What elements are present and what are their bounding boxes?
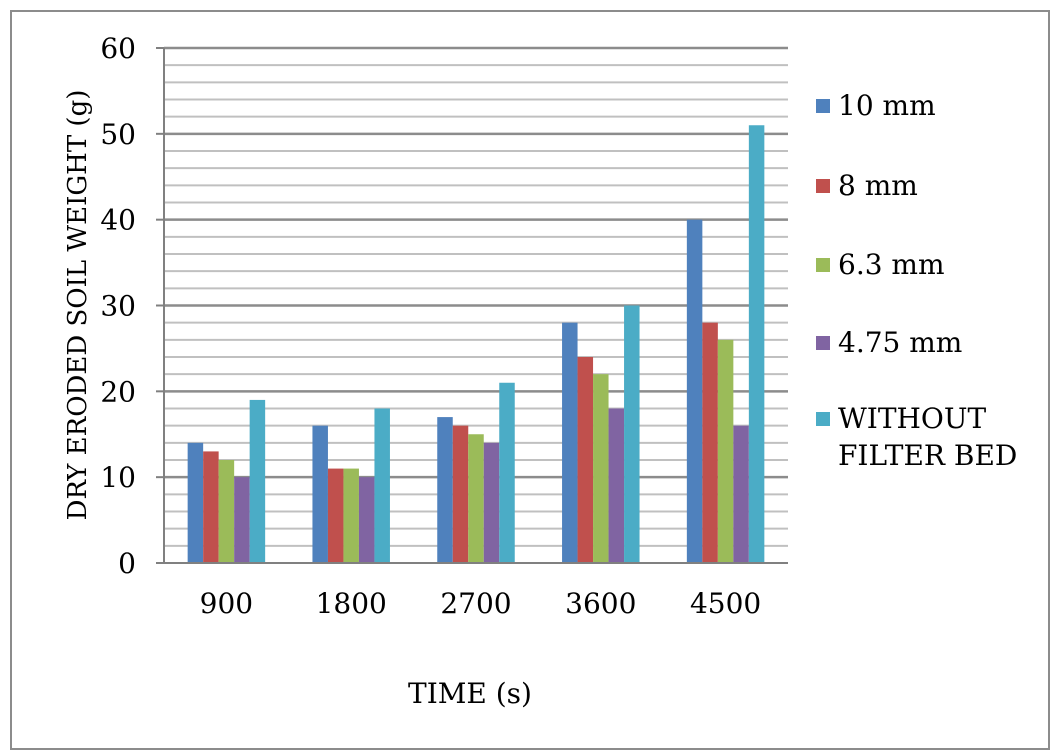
legend-swatch bbox=[816, 99, 830, 113]
bars bbox=[187, 125, 765, 563]
bar bbox=[203, 451, 219, 563]
x-tick-label: 3600 bbox=[565, 587, 636, 620]
y-tick-label: 40 bbox=[100, 204, 136, 237]
x-tick-label: 900 bbox=[200, 587, 253, 620]
y-tick-label: 20 bbox=[100, 375, 136, 408]
legend-label: 6.3 mm bbox=[838, 248, 945, 281]
bar bbox=[499, 382, 515, 563]
bar bbox=[562, 322, 578, 563]
legend-label: WITHOUT FILTER BED bbox=[838, 402, 1017, 472]
y-tick-labels: 0 10 20 30 40 50 60 bbox=[100, 32, 164, 580]
bar bbox=[452, 425, 469, 563]
legend-label: 8 mm bbox=[838, 169, 918, 202]
bar bbox=[358, 477, 375, 563]
y-tick-label: 0 bbox=[118, 547, 136, 580]
y-axis-label: DRY ERODED SOIL WEIGHT (g) bbox=[63, 90, 93, 521]
bar bbox=[312, 425, 328, 563]
legend-label: 10 mm bbox=[838, 89, 936, 122]
legend-swatch bbox=[816, 258, 830, 272]
bar bbox=[327, 468, 344, 563]
bar bbox=[187, 442, 204, 563]
x-axis-label: TIME (s) bbox=[408, 677, 532, 710]
bar bbox=[624, 305, 640, 563]
bar bbox=[437, 417, 453, 563]
bar bbox=[577, 357, 594, 563]
x-tick-label: 1800 bbox=[316, 587, 387, 620]
bar bbox=[218, 460, 235, 563]
y-tick-label: 10 bbox=[100, 461, 136, 494]
y-tick-label: 50 bbox=[100, 118, 136, 151]
legend-swatch bbox=[816, 412, 830, 426]
y-tick-label: 30 bbox=[100, 290, 136, 323]
x-tick-label: 2700 bbox=[440, 587, 511, 620]
bar bbox=[374, 408, 390, 563]
x-tick-labels: 900 1800 2700 3600 4500 bbox=[200, 587, 762, 620]
y-tick-label: 60 bbox=[100, 32, 136, 65]
bar bbox=[343, 468, 359, 563]
bar bbox=[249, 399, 266, 563]
bar bbox=[593, 374, 609, 563]
bar bbox=[234, 477, 250, 563]
legend-label: 4.75 mm bbox=[838, 326, 962, 359]
bar bbox=[702, 322, 718, 563]
legend-swatch bbox=[816, 179, 830, 193]
bar bbox=[717, 339, 734, 563]
bar bbox=[483, 442, 500, 563]
bar bbox=[733, 425, 749, 563]
bar bbox=[686, 219, 703, 563]
bar bbox=[468, 434, 484, 563]
legend: 10 mm 8 mm 6.3 mm 4.75 mm WITHOUT FILTER BED bbox=[816, 89, 1017, 472]
gridlines bbox=[164, 46, 788, 547]
bar bbox=[748, 125, 765, 563]
bar bbox=[608, 408, 625, 563]
x-tick-label: 4500 bbox=[690, 587, 761, 620]
legend-swatch bbox=[816, 336, 830, 350]
